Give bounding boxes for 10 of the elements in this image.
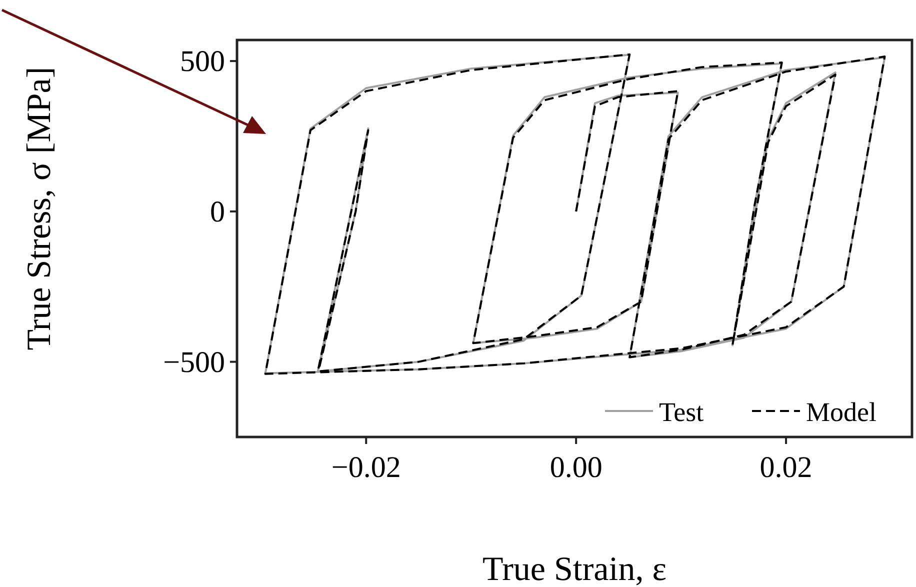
legend-label: Test <box>659 397 704 427</box>
y-axis-title: True Stress, σ [MPa] <box>21 66 58 350</box>
y-tick-label: 500 <box>180 45 225 78</box>
legend-label: Model <box>806 397 876 427</box>
x-tick-label: 0.00 <box>550 451 602 484</box>
x-tick-label: 0.02 <box>760 451 812 484</box>
x-tick-label: −0.02 <box>331 451 401 484</box>
y-tick-label: 0 <box>210 195 225 228</box>
y-tick-label: −500 <box>163 346 225 379</box>
x-axis-title: True Strain, ε <box>482 551 666 587</box>
